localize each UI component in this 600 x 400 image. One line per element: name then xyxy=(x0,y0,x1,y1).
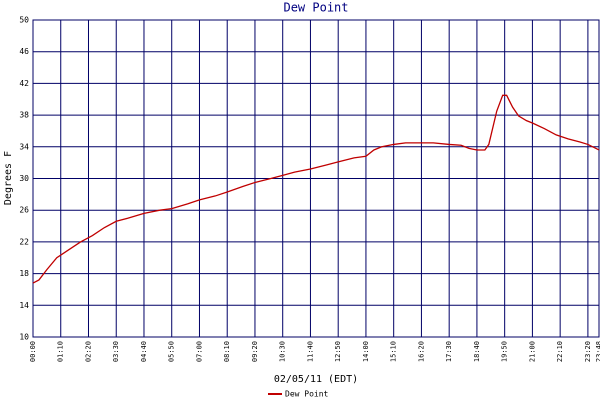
x-tick-label: 00:00 xyxy=(29,341,37,362)
y-tick-label: 26 xyxy=(19,206,29,215)
x-tick-label: 05:50 xyxy=(168,341,176,362)
x-tick-label: 03:30 xyxy=(112,341,120,362)
x-tick-label: 01:10 xyxy=(57,341,65,362)
x-tick-label: 23:48 xyxy=(595,341,600,362)
y-tick-label: 10 xyxy=(19,333,29,342)
x-tick-label: 11:40 xyxy=(306,341,314,362)
x-tick-label: 17:30 xyxy=(445,341,453,362)
x-tick-label: 15:10 xyxy=(390,341,398,362)
x-tick-label: 22:10 xyxy=(556,341,564,362)
x-tick-label: 19:50 xyxy=(501,341,509,362)
chart-title: Dew Point xyxy=(283,1,348,15)
x-tick-label: 02:20 xyxy=(84,341,92,362)
x-tick-label: 09:20 xyxy=(251,341,259,362)
x-tick-label: 07:00 xyxy=(195,341,203,362)
x-tick-label: 16:20 xyxy=(417,341,425,362)
x-tick-label: 18:40 xyxy=(473,341,481,362)
x-tick-label: 21:00 xyxy=(528,341,536,362)
y-tick-label: 38 xyxy=(19,111,29,120)
x-tick-label: 14:00 xyxy=(362,341,370,362)
legend-label: Dew Point xyxy=(285,390,329,399)
x-axis-label: 02/05/11 (EDT) xyxy=(274,374,358,385)
x-tick-label: 08:10 xyxy=(223,341,231,362)
x-tick-label: 23:20 xyxy=(584,341,592,362)
data-line xyxy=(32,94,600,284)
plot-border xyxy=(32,19,600,338)
y-tick-label: 18 xyxy=(19,269,29,278)
y-axis-label: Degrees F xyxy=(3,151,14,205)
x-tick-label: 10:30 xyxy=(279,341,287,362)
x-tick-label: 12:50 xyxy=(334,341,342,362)
y-tick-label: 22 xyxy=(19,237,29,246)
y-tick-label: 34 xyxy=(19,142,29,151)
y-tick-label: 30 xyxy=(19,174,29,183)
y-tick-label: 42 xyxy=(19,79,29,88)
y-tick-label: 46 xyxy=(19,47,29,56)
y-tick-label: 14 xyxy=(19,301,29,310)
y-tick-label: 50 xyxy=(19,16,29,25)
x-tick-label: 04:40 xyxy=(140,341,148,362)
